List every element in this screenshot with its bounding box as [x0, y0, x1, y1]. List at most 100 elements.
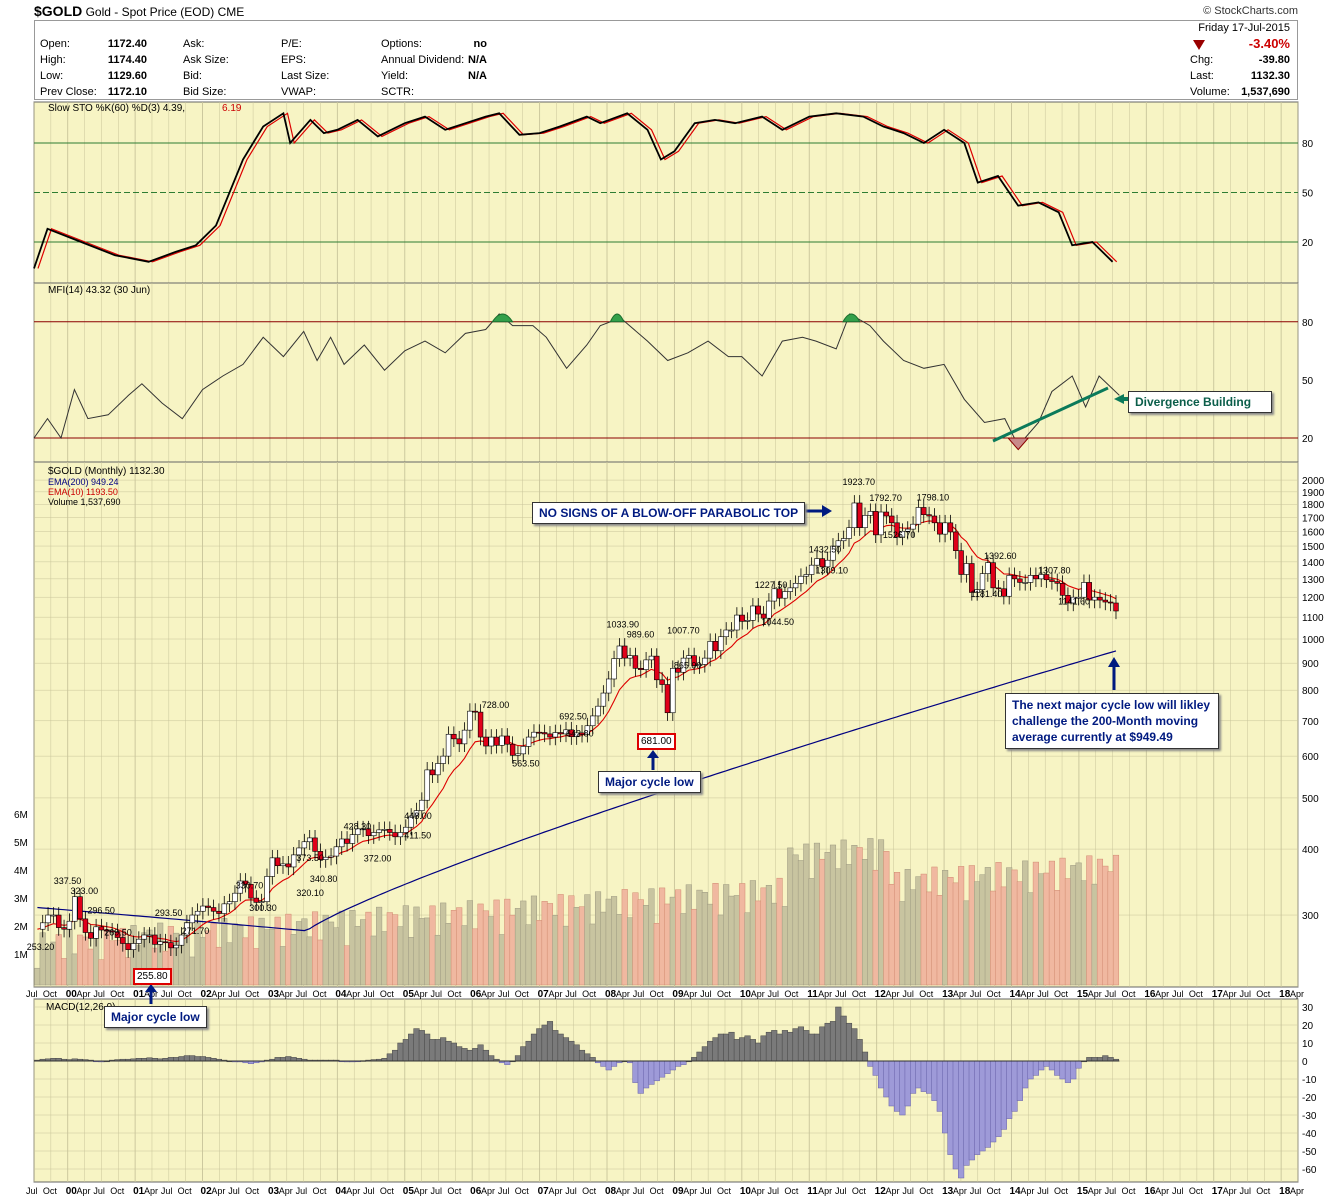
macd-histogram-bar [1027, 1060, 1034, 1080]
time-axis-label: Jul [1172, 1186, 1184, 1196]
time-axis-label: 12 [875, 989, 887, 1000]
candle-body [472, 710, 478, 713]
candle-body [808, 564, 815, 575]
mfi-line [33, 313, 1120, 447]
candle-body [93, 926, 99, 939]
macd-histogram-bar [205, 1057, 212, 1062]
volume-bar [594, 891, 602, 986]
volume-bar [424, 917, 431, 986]
volume-bar [659, 887, 666, 986]
time-axis-label: Apr [481, 989, 495, 999]
header-field-label: Open: [40, 38, 70, 50]
header-field-label: Bid Size: [183, 86, 227, 98]
price-label: 1923.70 [842, 477, 875, 487]
candle-body [803, 574, 809, 577]
time-axis-label: Apr [1223, 1186, 1237, 1196]
volume-bar [231, 923, 238, 986]
macd-histogram-bar [386, 1053, 393, 1062]
candle-body [82, 918, 89, 933]
candle-body [568, 729, 575, 738]
macd-histogram-bar [952, 1060, 959, 1170]
blowoff-callout: NO SIGNS OF A BLOW-OFF PARABOLIC TOP [532, 502, 806, 524]
macd-histogram-bar [1043, 1060, 1050, 1067]
macd-histogram-bar [819, 1026, 826, 1062]
price-label: 563.50 [512, 759, 540, 769]
macd-histogram-bar [765, 1031, 772, 1062]
price-label: 448.00 [404, 811, 432, 821]
volume-bar [627, 917, 634, 986]
macd-tick-label: -30 [1302, 1111, 1317, 1122]
macd-histogram-bar [461, 1048, 468, 1062]
candle-body [1011, 575, 1018, 580]
macd-histogram-bar [450, 1042, 457, 1062]
volume-bar [867, 838, 874, 986]
candle-body [937, 522, 943, 535]
volume-bar [301, 918, 308, 986]
header-field-value: 1,537,690 [1241, 86, 1290, 98]
macd-histogram-bar [659, 1060, 666, 1078]
candle-body [232, 892, 238, 902]
header-field-label: Bid: [183, 70, 202, 82]
price-tick-label: 600 [1302, 752, 1319, 763]
down-arrow-icon [1193, 40, 1205, 50]
volume-bar [845, 864, 853, 986]
candle-body [691, 655, 697, 667]
candle-body [216, 910, 222, 914]
candle-body [782, 591, 788, 599]
time-axis-label: Jul [565, 1186, 577, 1196]
divergence-trendline [992, 386, 1109, 443]
volume-bar [584, 894, 591, 986]
candle-body [45, 914, 51, 924]
time-axis-label: Jul [565, 989, 577, 999]
time-axis-label: 09 [672, 1186, 684, 1197]
volume-tick-label: 4M [14, 866, 28, 877]
time-axis-label: Jul [970, 989, 982, 999]
price-tick-label: 1600 [1302, 527, 1325, 538]
time-axis-label: Oct [1054, 989, 1069, 999]
volume-bar [381, 931, 388, 986]
price-tick-label: 1400 [1302, 558, 1325, 569]
time-axis-label: Jul [228, 989, 240, 999]
price-label: 1181.40 [971, 589, 1003, 599]
candle-body [589, 715, 596, 727]
time-axis-label: Apr [548, 1186, 562, 1196]
candle-body [461, 729, 468, 745]
volume-bar [493, 899, 500, 986]
candle-body [408, 815, 414, 828]
volume-bar [974, 881, 981, 986]
volume-bar [199, 937, 206, 986]
time-axis-label: Apr [548, 989, 562, 999]
mfi-legend: MFI(14) 43.32 (30 Jun) [48, 285, 150, 296]
time-axis-label: 13 [942, 989, 954, 1000]
time-axis-label: 10 [740, 1186, 752, 1197]
candle-body [1043, 574, 1050, 581]
macd-histogram-bar [877, 1060, 885, 1089]
macd-histogram-bar [434, 1039, 441, 1062]
candle-body [702, 657, 708, 665]
macd-histogram-bar [845, 1022, 853, 1062]
time-axis-label: Apr [1290, 1186, 1304, 1196]
macd-histogram-bar [861, 1051, 869, 1062]
macd-histogram-bar [1091, 1057, 1098, 1062]
candle-body [296, 847, 302, 856]
macd-histogram-bar [173, 1057, 180, 1062]
candle-body [750, 605, 756, 621]
volume-bar [498, 934, 505, 986]
macd-histogram-bar [851, 1028, 858, 1062]
volume-bar [1016, 881, 1023, 986]
time-axis-label: Jul [161, 989, 173, 999]
macd-histogram-bar [413, 1028, 420, 1062]
header-field-label: SCTR: [381, 86, 414, 98]
price-label: 1309.10 [815, 565, 848, 575]
price-label: 271.70 [182, 926, 210, 936]
price-label: 1792.70 [869, 493, 902, 503]
macd-histogram-bar [664, 1060, 671, 1074]
price-tick-label: 700 [1302, 717, 1319, 728]
time-axis-label: 11 [807, 989, 818, 1000]
volume-bar [109, 940, 116, 986]
volume-bar [621, 889, 628, 986]
volume-bar [717, 914, 724, 986]
macd-histogram-bar [418, 1030, 425, 1062]
volume-bar [295, 921, 303, 986]
major-cycle-low-callout-2: Major cycle low [598, 771, 701, 793]
